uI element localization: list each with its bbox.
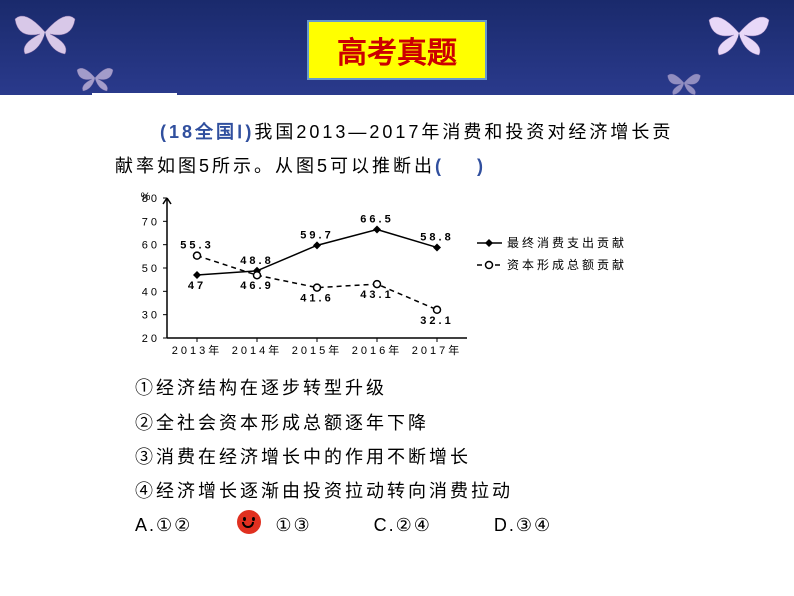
option-4: ④经济增长逐渐由投资拉动转向消费拉动: [135, 474, 679, 508]
butterfly-icon: [74, 61, 116, 94]
option-1: ①经济结构在逐步转型升级: [135, 371, 679, 405]
smiley-icon: [237, 510, 261, 534]
svg-text:66.5: 66.5: [360, 214, 393, 226]
svg-text:41.6: 41.6: [300, 293, 333, 305]
answer-B[interactable]: ①③: [275, 515, 311, 535]
options-list: ①经济结构在逐步转型升级 ②全社会资本形成总额逐年下降 ③消费在经济增长中的作用…: [115, 371, 679, 508]
title-box: 高考真题: [307, 20, 487, 80]
butterfly-icon: [10, 4, 80, 59]
header-bar: 高考真题: [0, 0, 794, 95]
svg-text:70: 70: [142, 217, 160, 229]
svg-text:20: 20: [142, 333, 160, 345]
svg-text:59.7: 59.7: [300, 230, 333, 242]
svg-text:55.3: 55.3: [180, 240, 213, 252]
option-2: ②全社会资本形成总额逐年下降: [135, 406, 679, 440]
svg-text:47: 47: [188, 280, 206, 292]
svg-text:43.1: 43.1: [360, 289, 393, 301]
svg-text:40: 40: [142, 287, 160, 299]
line-chart: 20304050607080%2013年2014年2015年2016年2017年…: [127, 188, 667, 363]
source-tag: (18全国Ⅰ): [160, 122, 254, 142]
svg-text:2017年: 2017年: [412, 343, 462, 357]
svg-text:2013年: 2013年: [172, 343, 222, 357]
butterfly-icon: [665, 67, 704, 97]
question-content: (18全国Ⅰ)我国2013—2017年消费和投资对经济增长贡献率如图5所示。从图…: [0, 95, 794, 542]
svg-text:48.8: 48.8: [240, 255, 273, 267]
svg-text:%: %: [141, 191, 154, 203]
svg-text:46.9: 46.9: [240, 281, 273, 293]
chart-svg: 20304050607080%2013年2014年2015年2016年2017年…: [127, 188, 667, 363]
butterfly-icon: [704, 5, 774, 60]
page-title: 高考真题: [337, 37, 457, 70]
svg-text:50: 50: [142, 263, 160, 275]
answer-D[interactable]: D.③④: [494, 515, 552, 535]
svg-text:60: 60: [142, 240, 160, 252]
answer-C[interactable]: C.②④: [374, 515, 432, 535]
svg-text:2015年: 2015年: [292, 343, 342, 357]
option-3: ③消费在经济增长中的作用不断增长: [135, 440, 679, 474]
answer-blank: ( ): [435, 156, 483, 176]
svg-text:最终消费支出贡献: 最终消费支出贡献: [507, 235, 627, 250]
svg-text:58.8: 58.8: [420, 232, 453, 244]
answer-A[interactable]: A.①②: [135, 515, 192, 535]
svg-text:2016年: 2016年: [352, 343, 402, 357]
question-text: (18全国Ⅰ)我国2013—2017年消费和投资对经济增长贡献率如图5所示。从图…: [115, 115, 679, 183]
svg-text:2014年: 2014年: [232, 343, 282, 357]
watermark-cover: [92, 93, 177, 118]
svg-text:32.1: 32.1: [420, 315, 453, 327]
svg-text:资本形成总额贡献: 资本形成总额贡献: [507, 257, 627, 272]
answers-row: A.①② B.①③ C.②④ D.③④: [115, 508, 679, 542]
svg-text:30: 30: [142, 310, 160, 322]
